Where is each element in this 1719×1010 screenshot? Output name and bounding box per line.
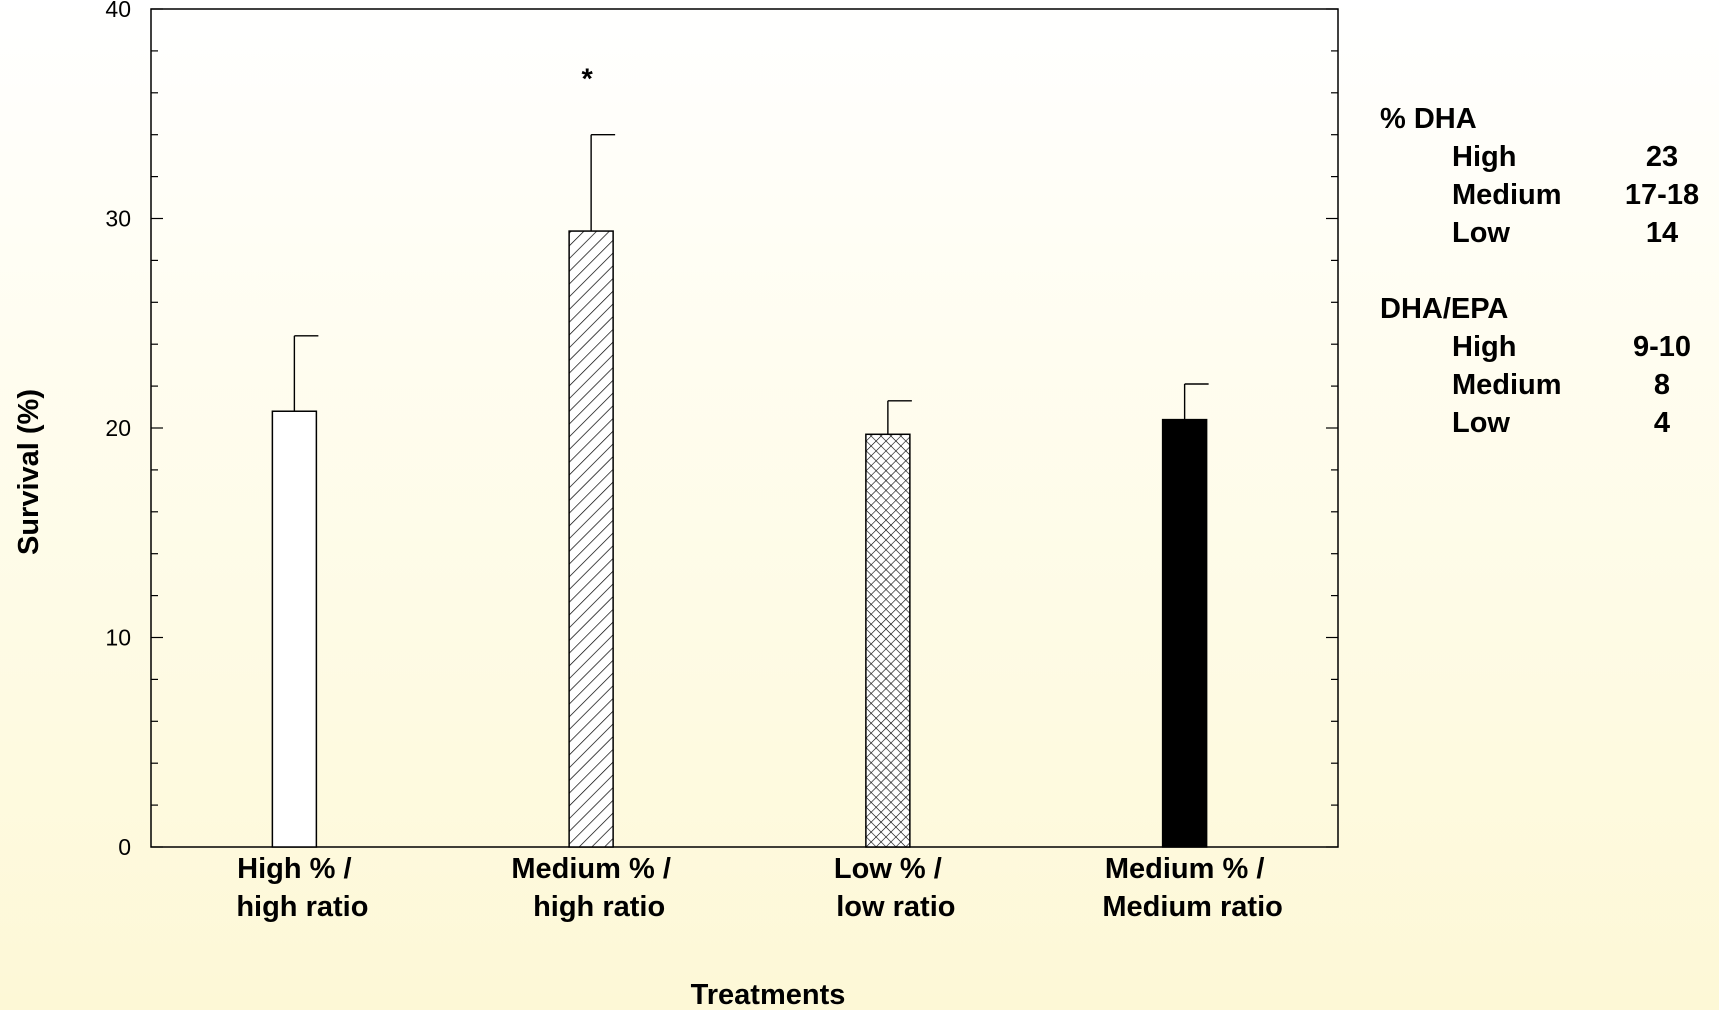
x-tick-label-line2: Medium ratio (1102, 891, 1282, 923)
legend-key: High (1452, 141, 1517, 173)
x-tick-label-line1: Medium % / (511, 853, 671, 885)
y-tick-label: 20 (105, 415, 131, 441)
legend-row: Low 14 (1380, 214, 1707, 252)
bar (1161, 418, 1208, 848)
plot-border (150, 8, 1339, 848)
legend-row: High 9-10 (1380, 328, 1707, 366)
legend-row: High 23 (1380, 138, 1707, 176)
x-tick-label-line2: low ratio (836, 891, 955, 923)
legend: % DHA High 23 Medium 17-18 Low 14 DHA/EPA High 9-… (1380, 100, 1707, 480)
y-tick-label: 0 (118, 834, 131, 860)
legend-row: Medium 17-18 (1380, 176, 1707, 214)
x-axis-title: Treatments (691, 979, 846, 1010)
x-tick-label-line1: Medium % / (1105, 853, 1265, 885)
legend-row: Medium 8 (1380, 366, 1707, 404)
legend-value: 23 (1645, 141, 1679, 173)
legend-key: Medium (1452, 369, 1562, 401)
x-axis: High % / high ratio Medium % / high ratio Lo… (236, 853, 1283, 923)
y-tick-label: 10 (105, 625, 131, 651)
legend-group: DHA/EPA High 9-10 Medium 8 Low 4 (1380, 290, 1707, 442)
legend-group: % DHA High 23 Medium 17-18 Low 14 (1380, 100, 1707, 252)
legend-key: Low (1452, 217, 1510, 249)
bar (271, 410, 318, 848)
legend-value: 9-10 (1632, 331, 1692, 363)
legend-value: 14 (1645, 217, 1679, 249)
y-axis: 0 10 20 30 40 (105, 0, 1338, 860)
y-axis-title: Survival (%) (13, 389, 45, 555)
legend-row: Low 4 (1380, 404, 1707, 442)
legend-heading: % DHA (1380, 103, 1477, 135)
legend-value: 8 (1653, 369, 1671, 401)
x-tick-label-line2: high ratio (236, 891, 368, 923)
significance-marker: * (581, 64, 593, 96)
plot-frame (150, 8, 1339, 848)
bar (568, 230, 614, 848)
legend-key: Low (1452, 407, 1510, 439)
y-tick-label: 40 (105, 0, 131, 22)
bars: * (271, 64, 1209, 848)
legend-value: 4 (1653, 407, 1671, 439)
x-tick-label-line2: high ratio (533, 891, 665, 923)
y-tick-label: 30 (105, 206, 131, 232)
x-tick-label-line1: High % / (237, 853, 351, 885)
bar (865, 433, 911, 848)
legend-heading: DHA/EPA (1380, 293, 1509, 325)
legend-value: 17-18 (1624, 179, 1700, 211)
legend-key: High (1452, 331, 1517, 363)
legend-key: Medium (1452, 179, 1562, 211)
x-tick-label-line1: Low % / (834, 853, 942, 885)
